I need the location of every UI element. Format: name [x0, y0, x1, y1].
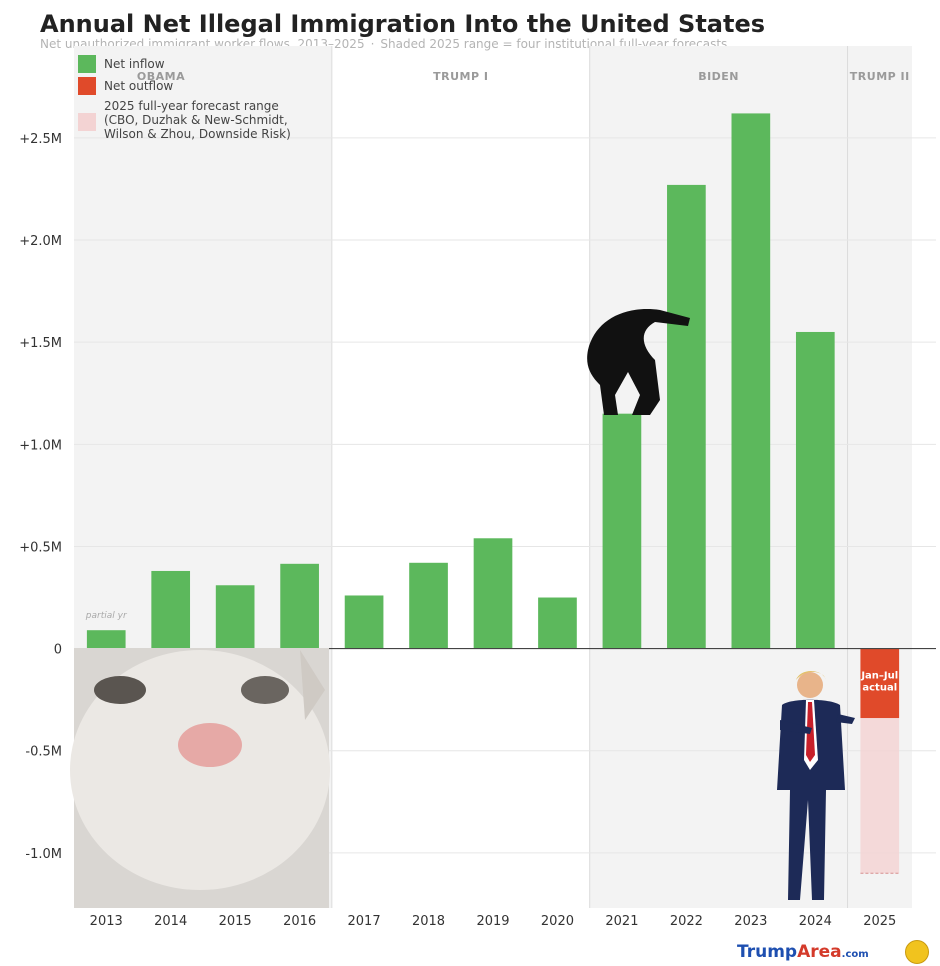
y-tick-label: +2.5M — [19, 132, 62, 147]
era-label: TRUMP I — [433, 70, 488, 83]
y-tick-label: +1.0M — [19, 438, 62, 453]
y-tick-label: 0 — [54, 643, 62, 658]
actual-note-line: Jan–Jul — [860, 671, 898, 682]
legend: Net inflow Net outflow 2025 full-year fo… — [78, 55, 291, 141]
x-tick-label: 2023 — [734, 914, 767, 929]
forecast-range-layer — [860, 718, 900, 874]
actual-note-line: actual — [862, 683, 897, 694]
watermark-logo: TrumpArea.com — [737, 942, 869, 962]
y-tick-label: -1.0M — [25, 847, 62, 862]
legend-swatch-inflow — [78, 55, 96, 73]
climbing-figure — [587, 309, 690, 415]
x-tick-label: 2014 — [154, 914, 187, 929]
x-tick-label: 2016 — [283, 914, 316, 929]
x-tick-label: 2015 — [219, 914, 252, 929]
era-labels: OBAMA TRUMP I BIDEN TRUMP II — [137, 70, 910, 83]
bar-2019 — [473, 538, 513, 649]
era-label: BIDEN — [698, 70, 739, 83]
x-tick-label: 2022 — [670, 914, 703, 929]
x-tick-label: 2024 — [799, 914, 832, 929]
x-tick-label: 2017 — [348, 914, 381, 929]
legend-label-forecast-line2: (CBO, Duzhak & New-Schmidt, — [104, 113, 288, 127]
legend-swatch-outflow — [78, 77, 96, 95]
watermark-part3: .com — [841, 949, 869, 960]
bar-2013 — [86, 630, 126, 649]
subtitle-separator: · — [370, 37, 375, 51]
x-tick-label: 2020 — [541, 914, 574, 929]
bar-2024 — [795, 331, 835, 649]
standing-figure — [777, 671, 855, 900]
bar-2017 — [344, 595, 384, 649]
chart-title: Annual Net Illegal Immigration Into the … — [40, 10, 766, 38]
x-tick-label: 2025 — [863, 914, 896, 929]
bars — [86, 113, 900, 719]
y-tick-label: +2.0M — [19, 234, 62, 249]
logo-badge-icon — [905, 940, 929, 964]
x-tick-label: 2019 — [476, 914, 509, 929]
legend-label-inflow: Net inflow — [104, 57, 165, 71]
y-tick-labels: +2.5M +2.0M +1.5M +1.0M +0.5M 0 -0.5M -1.0M — [19, 132, 62, 862]
watermark-part1: Trump — [737, 942, 798, 962]
legend-label-forecast-line1: 2025 full-year forecast range — [104, 99, 279, 113]
x-tick-label: 2021 — [605, 914, 638, 929]
bar-2022 — [667, 184, 706, 649]
watermark-part2: Area — [797, 942, 842, 962]
y-tick-label: +1.5M — [19, 336, 62, 351]
x-tick-labels: 2013 2014 2015 2016 2017 2018 2019 2020 2021 2022… — [90, 914, 897, 929]
bar-2018 — [409, 562, 448, 649]
legend-label-outflow: Net outflow — [104, 79, 173, 93]
x-tick-label: 2013 — [90, 914, 123, 929]
legend-swatch-forecast — [78, 113, 96, 131]
y-tick-label: -0.5M — [25, 745, 62, 760]
era-label: TRUMP II — [850, 70, 910, 83]
bar-2021 — [602, 413, 642, 649]
y-tick-label: +0.5M — [19, 540, 62, 555]
era-label: OBAMA — [137, 70, 185, 83]
bar-2014 — [151, 570, 191, 649]
partial-year-note: partial yr — [85, 611, 128, 621]
forecast-range-band — [860, 718, 900, 874]
bar-2016 — [280, 563, 319, 649]
bar-2023 — [731, 113, 771, 649]
cat-photo — [70, 648, 330, 908]
bar-2015 — [215, 585, 255, 649]
x-tick-label: 2018 — [412, 914, 445, 929]
bar-2020 — [538, 597, 577, 649]
legend-label-forecast-line3: Wilson & Zhou, Downside Risk) — [104, 127, 291, 141]
bar-2025 — [860, 648, 900, 719]
